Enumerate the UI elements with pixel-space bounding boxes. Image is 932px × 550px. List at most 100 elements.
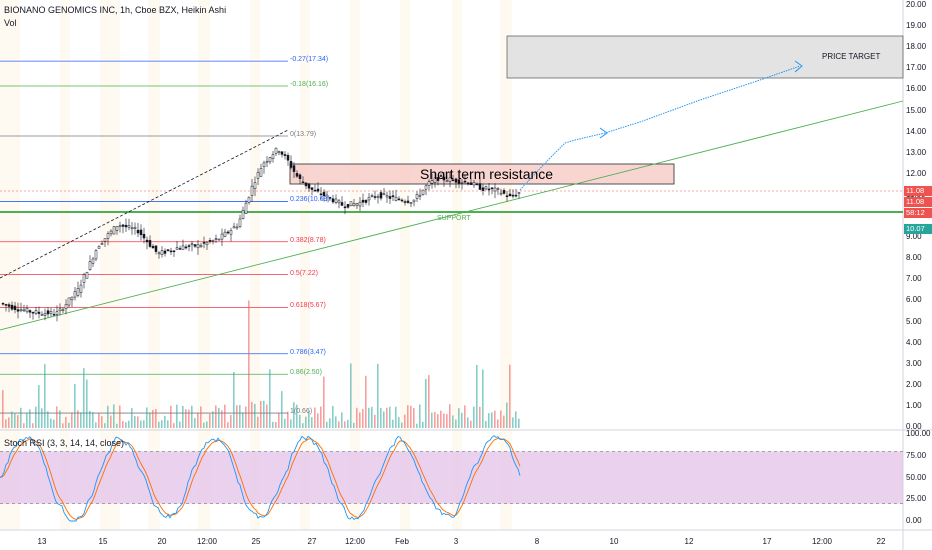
candle-body — [67, 297, 71, 306]
candle-body — [43, 313, 47, 316]
volume-bar — [176, 404, 178, 428]
candle-body — [121, 224, 125, 227]
volume-bar — [461, 412, 463, 428]
volume-bar — [356, 407, 358, 428]
volume-bar — [230, 414, 232, 428]
volume-bar — [134, 416, 136, 428]
volume-bar — [341, 412, 343, 428]
time-tick: 22 — [876, 537, 886, 546]
candle-body — [253, 182, 257, 190]
candle-body — [241, 209, 245, 219]
support-label: SUPPORT — [437, 215, 471, 222]
candle-body — [271, 154, 275, 159]
candle-body — [205, 241, 209, 246]
volume-bar — [407, 405, 409, 428]
candle-body — [58, 308, 62, 312]
volume-bar — [455, 419, 457, 428]
volume-bar — [50, 418, 52, 428]
candle-body — [376, 195, 380, 198]
volume-bar — [479, 406, 481, 428]
projection-arrow — [519, 65, 801, 191]
volume-bar — [173, 423, 175, 428]
stoch-rsi-label: Stoch RSI (3, 3, 14, 14, close) — [4, 438, 125, 448]
time-tick: 8 — [534, 537, 540, 546]
volume-bar — [182, 405, 184, 428]
volume-bar — [74, 383, 76, 428]
candle-body — [289, 161, 293, 168]
volume-bar — [512, 417, 514, 428]
time-tick: 13 — [37, 537, 47, 546]
volume-bar — [113, 404, 115, 428]
candle-body — [49, 311, 53, 314]
price-target-box — [506, 35, 904, 79]
candle-body — [424, 185, 428, 190]
candle-body — [16, 309, 20, 312]
stoch-rsi-k-line — [0, 435, 521, 522]
candle-body — [217, 238, 221, 241]
volume-bar — [485, 421, 487, 428]
time-tick: 15 — [98, 537, 108, 546]
volume-bar — [497, 419, 499, 428]
volume-bar — [293, 402, 295, 428]
candle-body — [55, 311, 59, 315]
candle-body — [358, 201, 362, 207]
rsi-tick: 75.00 — [906, 450, 927, 460]
candle-body — [307, 183, 311, 189]
candle-body — [325, 194, 329, 198]
volume-bar — [482, 369, 484, 428]
candle-body — [97, 246, 101, 249]
volume-bar — [362, 408, 364, 428]
candle-body — [13, 305, 17, 310]
candle-body — [280, 151, 284, 155]
candle-body — [481, 187, 485, 191]
candle-body — [196, 244, 200, 249]
candle-body — [466, 182, 470, 185]
volume-bar — [20, 407, 22, 428]
volume-bar — [311, 417, 313, 428]
volume-bar — [350, 363, 352, 428]
fib-level-label: 0(13.79) — [290, 131, 317, 139]
volume-bar — [326, 421, 328, 428]
volume-bar — [212, 411, 214, 428]
chart-title: BIONANO GENOMICS INC, 1h, Cboe BZX, Heik… — [4, 5, 227, 15]
candle-body — [235, 226, 239, 229]
candle-body — [439, 175, 443, 177]
candle-body — [199, 245, 203, 247]
volume-bar — [125, 422, 127, 428]
price-tick: 8.00 — [906, 253, 922, 263]
session-shade — [400, 0, 410, 530]
volume-bar — [53, 419, 55, 428]
candle-body — [103, 238, 107, 242]
volume-bar — [386, 407, 388, 428]
fib-level-label: 0.382(8.78) — [290, 236, 326, 244]
volume-bar — [425, 379, 427, 428]
candle-body — [247, 196, 251, 203]
candle-body — [286, 155, 290, 161]
volume-bar — [299, 414, 301, 428]
volume-bar — [218, 407, 220, 428]
candle-body — [190, 243, 194, 246]
candle-body — [232, 226, 236, 229]
candle-body — [457, 179, 461, 184]
volume-bar — [398, 417, 400, 428]
volume-bar — [323, 376, 325, 428]
candle-body — [367, 197, 371, 201]
volume-bar — [2, 390, 4, 428]
candle-body — [406, 200, 410, 203]
fib-level-label: -0.18(16.16) — [290, 81, 329, 89]
volume-bar — [188, 409, 190, 428]
candle-body — [133, 226, 137, 229]
volume-bar — [437, 414, 439, 428]
candle-body — [391, 195, 395, 198]
volume-bar — [17, 415, 19, 428]
volume-bar — [62, 423, 64, 428]
price-tick: 17.00 — [906, 63, 927, 73]
candle-body — [298, 174, 302, 179]
volume-bar — [365, 375, 367, 428]
candle-body — [436, 177, 440, 181]
volume-bar — [503, 415, 505, 428]
candle-body — [277, 151, 281, 153]
candle-body — [319, 193, 323, 196]
volume-bar — [428, 375, 430, 428]
